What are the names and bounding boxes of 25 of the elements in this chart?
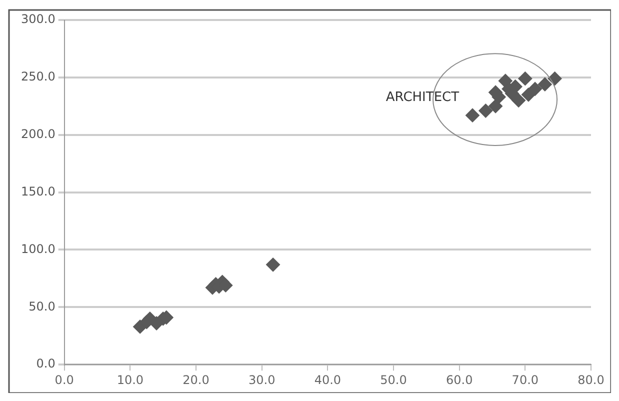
point [488,99,503,114]
point [478,104,493,118]
point [266,258,280,272]
x-tick-label: 30.0 [248,372,276,387]
x-tick-label: 50.0 [380,372,407,387]
y-tick-label: 50.0 [28,299,56,314]
x-tick-label: 70.0 [512,372,539,387]
point [548,72,562,86]
y-tick-label: 0.0 [36,356,56,371]
x-tick-label: 0.0 [54,372,74,387]
x-tick-label: 20.0 [182,372,210,387]
y-tick-label: 200.0 [20,126,56,141]
x-tick-label: 40.0 [314,372,342,387]
x-tick-label: 10.0 [116,372,144,387]
point [518,72,532,86]
point [538,77,552,92]
y-tick-label: 250.0 [20,70,56,84]
point [528,82,542,96]
y-tick-label: 150.0 [20,184,56,198]
point [466,108,480,122]
y-tick-label: 100.0 [20,242,56,256]
y-tick-label: 300.0 [20,12,56,26]
x-tick-label: 80.0 [578,372,604,387]
x-tick-label: 60.0 [446,372,473,387]
point [512,93,526,108]
